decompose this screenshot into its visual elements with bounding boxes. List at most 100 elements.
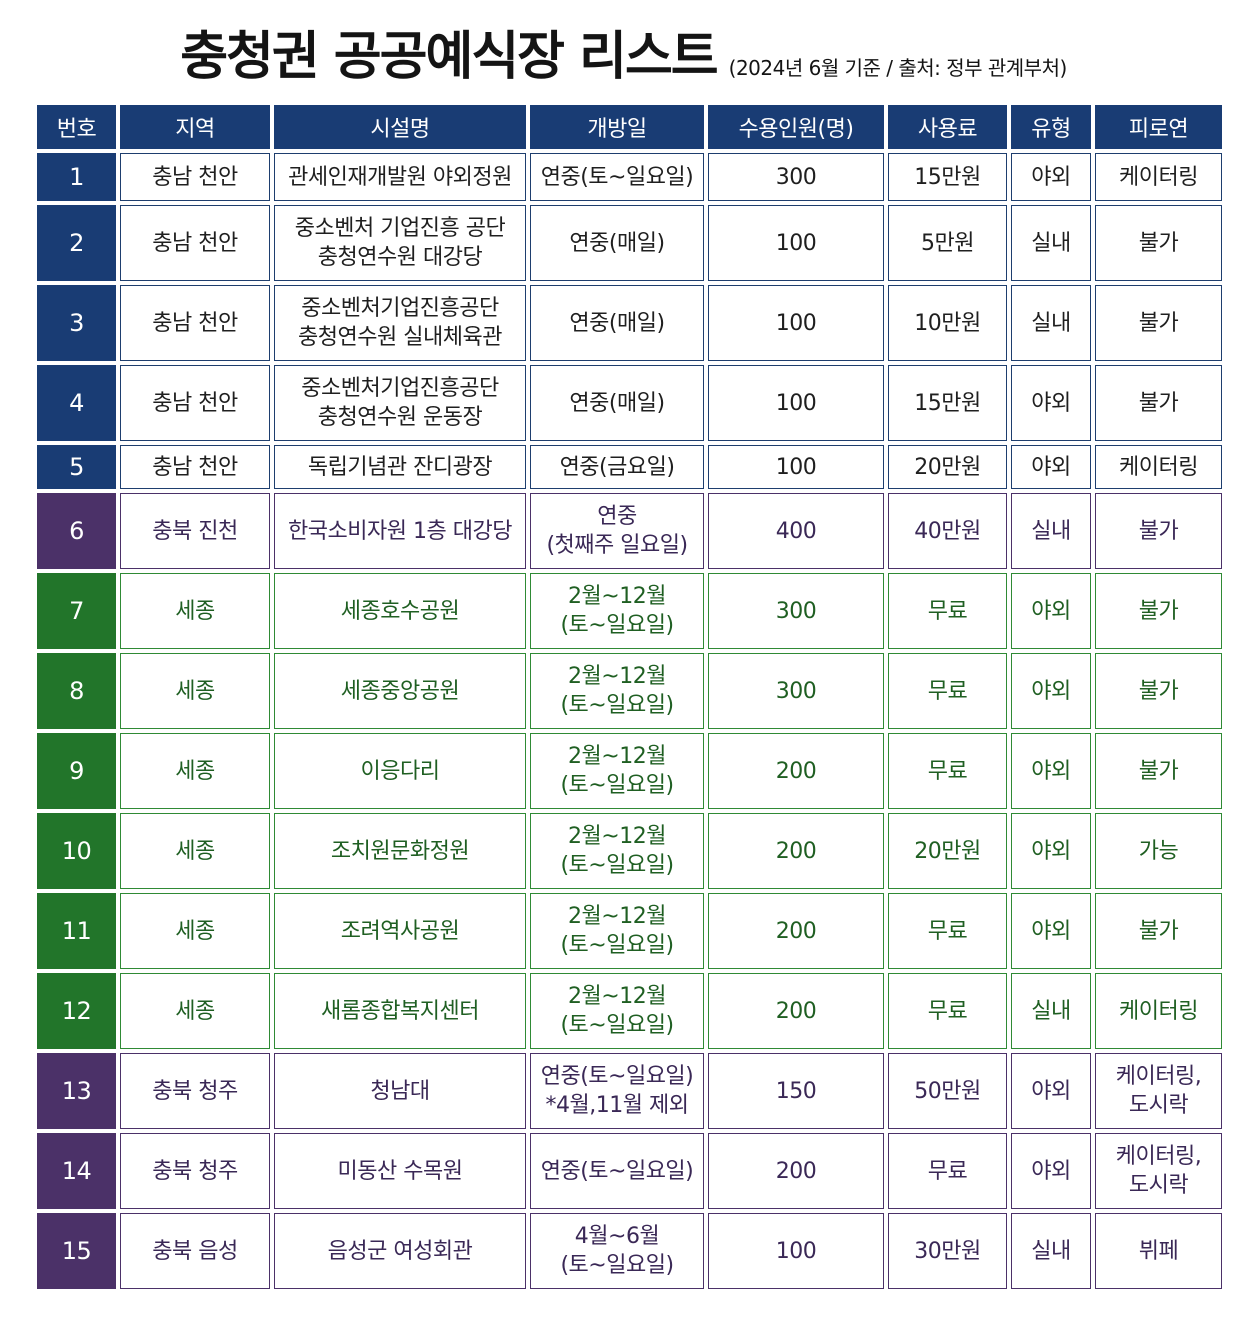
header-capacity: 수용인원(명) — [708, 105, 884, 149]
cell-facility: 조치원문화정원 — [274, 813, 526, 889]
cell-open-days: 연중(매일) — [530, 365, 704, 441]
cell-reception-line: 불가 — [1138, 918, 1179, 944]
cell-facility-line: 음성군 여성회관 — [327, 1238, 473, 1264]
cell-number: 4 — [37, 365, 116, 441]
cell-number: 13 — [37, 1053, 116, 1129]
cell-region: 충남 천안 — [120, 365, 270, 441]
table-row: 12 세종 새롬종합복지센터 2월~12월 (토~일요일) 200 무료 실내 케이터링 — [37, 973, 1222, 1049]
page-title: 충청권 공공예식장 리스트 — [180, 27, 718, 87]
cell-capacity: 150 — [708, 1053, 884, 1129]
table-row: 8 세종 세종중앙공원 2월~12월 (토~일요일) 300 무료 야외 불가 — [37, 653, 1222, 729]
cell-region: 충남 천안 — [120, 445, 270, 489]
cell-reception-line: 케이터링 — [1119, 164, 1198, 190]
cell-open-days-line: 4월~6월 — [574, 1224, 660, 1249]
cell-fee: 40만원 — [888, 493, 1007, 569]
table-row: 5 충남 천안 독립기념관 잔디광장 연중(금요일) 100 20만원 야외 케이터링 — [37, 445, 1222, 489]
cell-capacity: 200 — [708, 893, 884, 969]
cell-number: 6 — [37, 493, 116, 569]
cell-open-days: 연중(토~일요일) *4월,11월 제외 — [530, 1053, 704, 1129]
cell-fee: 무료 — [888, 1133, 1007, 1209]
cell-type: 야외 — [1011, 733, 1091, 809]
cell-facility-line: 한국소비자원 1층 대강당 — [288, 518, 512, 544]
cell-open-days-line: (토~일요일) — [560, 773, 674, 798]
cell-reception-line: 가능 — [1138, 838, 1179, 864]
cell-open-days: 4월~6월 (토~일요일) — [530, 1213, 704, 1289]
cell-reception: 케이터링, 도시락 — [1095, 1133, 1222, 1209]
cell-facility: 조려역사공원 — [274, 893, 526, 969]
cell-open-days-line: (토~일요일) — [560, 853, 674, 878]
venue-table: 번호 지역 시설명 개방일 수용인원(명) 사용료 유형 피로연 1 충남 천안 관… — [33, 101, 1226, 1293]
cell-reception-line: 불가 — [1138, 758, 1179, 784]
cell-fee: 10만원 — [888, 285, 1007, 361]
cell-region: 충남 천안 — [120, 205, 270, 281]
cell-open-days: 연중(토~일요일) — [530, 153, 704, 201]
cell-facility-line: 새롬종합복지센터 — [321, 998, 479, 1024]
table-row: 10 세종 조치원문화정원 2월~12월 (토~일요일) 200 20만원 야외 가능 — [37, 813, 1222, 889]
table-row: 9 세종 이응다리 2월~12월 (토~일요일) 200 무료 야외 불가 — [37, 733, 1222, 809]
cell-facility: 청남대 — [274, 1053, 526, 1129]
cell-facility-line: 세종중앙공원 — [340, 678, 460, 704]
cell-number: 11 — [37, 893, 116, 969]
cell-number: 7 — [37, 573, 116, 649]
cell-fee: 무료 — [888, 973, 1007, 1049]
header-type: 유형 — [1011, 105, 1091, 149]
cell-capacity: 200 — [708, 973, 884, 1049]
cell-open-days-line: *4월,11월 제외 — [545, 1093, 689, 1118]
cell-region: 세종 — [120, 973, 270, 1049]
cell-open-days-line: (토~일요일) — [560, 1253, 674, 1278]
cell-facility: 이응다리 — [274, 733, 526, 809]
cell-reception: 가능 — [1095, 813, 1222, 889]
cell-type: 실내 — [1011, 1213, 1091, 1289]
cell-reception-line: 도시락 — [1128, 1173, 1189, 1198]
cell-open-days-line: 2월~12월 — [568, 824, 666, 849]
cell-reception: 케이터링 — [1095, 973, 1222, 1049]
cell-number: 8 — [37, 653, 116, 729]
cell-type: 야외 — [1011, 573, 1091, 649]
cell-open-days: 연중(금요일) — [530, 445, 704, 489]
cell-facility: 관세인재개발원 야외정원 — [274, 153, 526, 201]
table-row: 14 충북 청주 미동산 수목원 연중(토~일요일) 200 무료 야외 케이터링, 도시락 — [37, 1133, 1222, 1209]
cell-open-days-line: (토~일요일) — [560, 613, 674, 638]
cell-open-days-line: 2월~12월 — [568, 984, 666, 1009]
cell-facility-line: 조치원문화정원 — [330, 838, 470, 864]
cell-open-days-line: 연중(토~일요일) — [540, 164, 694, 190]
cell-fee: 15만원 — [888, 365, 1007, 441]
cell-capacity: 100 — [708, 1213, 884, 1289]
cell-open-days: 2월~12월 (토~일요일) — [530, 973, 704, 1049]
cell-open-days: 연중(매일) — [530, 205, 704, 281]
cell-facility: 음성군 여성회관 — [274, 1213, 526, 1289]
cell-fee: 50만원 — [888, 1053, 1007, 1129]
table-row: 3 충남 천안 중소벤처기업진흥공단 충청연수원 실내체육관 연중(매일) 100 10만원… — [37, 285, 1222, 361]
cell-reception-line: 뷔페 — [1138, 1238, 1179, 1264]
cell-facility: 중소벤처기업진흥공단 충청연수원 운동장 — [274, 365, 526, 441]
cell-region: 충북 청주 — [120, 1133, 270, 1209]
cell-reception: 불가 — [1095, 493, 1222, 569]
header-number: 번호 — [37, 105, 116, 149]
cell-open-days-line: 2월~12월 — [568, 904, 666, 929]
cell-reception-line: 불가 — [1138, 598, 1179, 624]
cell-open-days: 연중(토~일요일) — [530, 1133, 704, 1209]
cell-region: 세종 — [120, 893, 270, 969]
cell-open-days-line: 연중(매일) — [569, 310, 665, 336]
cell-reception: 뷔페 — [1095, 1213, 1222, 1289]
cell-region: 충북 청주 — [120, 1053, 270, 1129]
cell-type: 실내 — [1011, 285, 1091, 361]
header-open-days: 개방일 — [530, 105, 704, 149]
cell-facility-line: 청남대 — [370, 1078, 430, 1104]
cell-reception-line: 불가 — [1138, 678, 1179, 704]
cell-type: 야외 — [1011, 1133, 1091, 1209]
page-subtitle: (2024년 6월 기준 / 출처: 정부 관계부처) — [728, 56, 1068, 80]
title-area: 충청권 공공예식장 리스트 (2024년 6월 기준 / 출처: 정부 관계부처… — [0, 18, 1247, 88]
table-row: 1 충남 천안 관세인재개발원 야외정원 연중(토~일요일) 300 15만원 야외 케이터링 — [37, 153, 1222, 201]
cell-reception-line: 케이터링, — [1115, 1144, 1202, 1169]
cell-region: 세종 — [120, 573, 270, 649]
cell-facility: 새롬종합복지센터 — [274, 973, 526, 1049]
cell-fee: 무료 — [888, 573, 1007, 649]
cell-fee: 20만원 — [888, 813, 1007, 889]
cell-facility: 세종중앙공원 — [274, 653, 526, 729]
cell-number: 2 — [37, 205, 116, 281]
cell-reception: 케이터링 — [1095, 153, 1222, 201]
cell-facility-line: 중소벤처 기업진흥 공단 — [294, 216, 506, 241]
table-row: 2 충남 천안 중소벤처 기업진흥 공단 충청연수원 대강당 연중(매일) 100 5만원 실… — [37, 205, 1222, 281]
cell-open-days: 2월~12월 (토~일요일) — [530, 653, 704, 729]
